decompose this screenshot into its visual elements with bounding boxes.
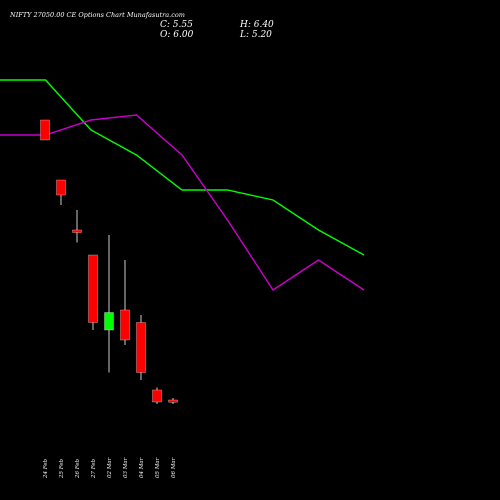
close-label: C: 5.55 [160, 20, 193, 30]
candle-body [152, 389, 162, 403]
x-tick-label: 06 Mar [171, 457, 177, 478]
open-label: O: 6.00 [160, 30, 194, 40]
overlay-layer [0, 79, 365, 291]
candle [136, 315, 146, 380]
x-tick-label: 24 Feb [43, 458, 49, 479]
candle-body [40, 119, 50, 141]
candle [104, 235, 114, 373]
candle [120, 260, 130, 345]
candle [88, 254, 98, 330]
x-tick-label: 03 Mar [123, 457, 129, 478]
candle-body [72, 229, 82, 233]
x-axis-ticks: 24 Feb 25 Feb 26 Feb 27 Feb 02 Mar 03 Mar 04 M… [43, 457, 177, 479]
candle [168, 398, 178, 404]
candle-body [104, 312, 114, 331]
chart-title: NIFTY 27050.00 CE Options Chart Munafasu… [9, 11, 185, 19]
candle-layer [40, 119, 178, 404]
candle [56, 179, 66, 205]
x-tick-label: 26 Feb [75, 458, 81, 479]
candle-body [56, 179, 66, 196]
candle-body [136, 322, 146, 373]
low-label: L: 5.20 [239, 30, 272, 40]
candle [72, 210, 82, 243]
candle [152, 387, 162, 404]
candle-body [88, 254, 98, 323]
x-tick-label: 05 Mar [155, 457, 161, 478]
candle-body [120, 309, 130, 341]
overlay-line-2 [0, 114, 365, 291]
overlay-line-1 [0, 79, 365, 256]
x-tick-label: 25 Feb [59, 458, 65, 479]
x-tick-label: 04 Mar [139, 457, 145, 478]
candle [40, 119, 50, 141]
candle-body [168, 399, 178, 403]
high-label: H: 6.40 [239, 20, 274, 30]
x-tick-label: 02 Mar [107, 457, 113, 478]
x-tick-label: 27 Feb [91, 458, 97, 479]
